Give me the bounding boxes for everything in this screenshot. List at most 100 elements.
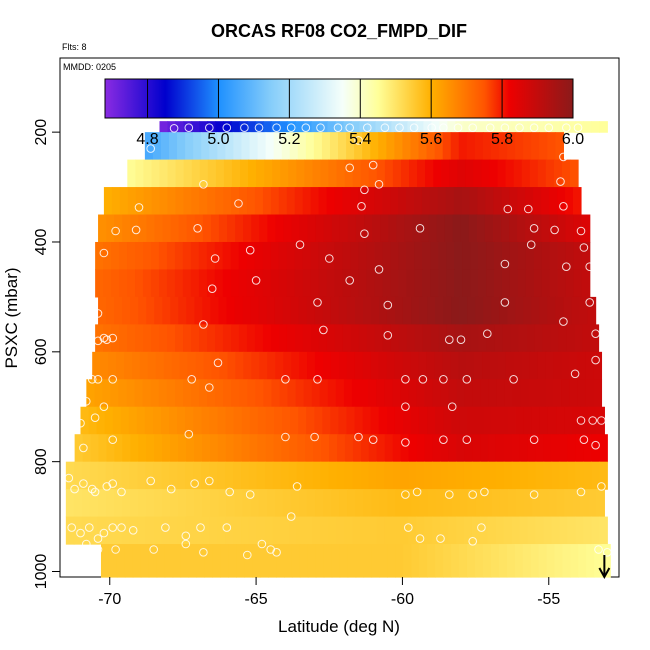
heatmap-cell [559,516,569,545]
heatmap-cell [175,187,185,216]
heatmap-cell [419,296,428,325]
heatmap-cell [390,187,399,216]
heatmap-cell [482,351,491,380]
heatmap-cell [392,379,401,408]
heatmap-cell [467,296,476,325]
heatmap-cell [270,241,280,271]
heatmap-cell [188,544,198,578]
observation-point [439,435,448,445]
heatmap-cell [529,159,539,188]
heatmap-cell [447,121,456,133]
heatmap-cell [539,132,548,161]
heatmap-cell [217,406,227,435]
observation-point [93,309,103,318]
heatmap-cell [549,269,559,298]
heatmap-cell [290,406,299,435]
heatmap-cell [299,214,309,243]
heatmap-cell [160,132,170,161]
heatmap-cell [382,187,391,216]
heatmap-cell [574,324,584,353]
heatmap-cell [291,351,300,380]
observation-point [544,123,554,132]
heatmap-cell [530,544,540,578]
heatmap-cell [376,159,386,188]
heatmap-cell [547,406,557,435]
colorbar-tick-label: 5.8 [491,131,513,148]
observation-point [468,537,478,546]
observation-point [345,123,355,132]
heatmap-cell [112,406,122,435]
heatmap-cell [118,379,128,408]
heatmap-cell [287,379,297,408]
colorbar: 4.8 5.0 5.2 5.4 5.6 5.8 6.0 [104,78,584,148]
heatmap-cell [326,269,336,298]
heatmap-cell [427,406,436,435]
heatmap-cell [230,269,240,298]
heatmap-cell [503,121,512,133]
heatmap-cell [537,379,546,408]
heatmap-cell [371,544,381,578]
heatmap-cell [535,121,544,133]
heatmap-cell [432,434,441,463]
heatmap-cell [527,461,537,490]
heatmap-cell [483,406,493,435]
heatmap-cell [408,379,417,408]
heatmap-cell [98,214,107,243]
heatmap-cell [495,121,504,133]
observation-point [102,335,112,345]
heatmap-cell [193,406,202,435]
heatmap-cell [384,434,394,463]
heatmap-cell [295,121,305,133]
heatmap-cell [297,434,306,463]
heatmap-cell [379,544,389,578]
heatmap-cell [367,121,377,133]
observation-point [559,317,568,326]
heatmap-cell [191,159,201,188]
heatmap-cell [159,159,169,188]
heatmap-cell [400,434,410,463]
heatmap-cell [527,434,537,463]
observation-point [199,320,208,329]
heatmap-cell [488,434,497,463]
heatmap-cell [218,489,228,518]
heatmap-cell [318,187,328,216]
heatmap-cell [362,296,372,325]
observation-point [79,443,88,453]
observation-point [462,375,472,384]
heatmap-cell [443,406,452,435]
heatmap-cell [314,296,324,325]
heatmap-cell [539,296,549,325]
heatmap-cell [158,269,168,298]
heatmap-cell [314,351,324,380]
heatmap-cell [238,324,248,353]
heatmap-cell [556,489,565,518]
heatmap-cell [503,516,513,545]
heatmap-cell [255,379,265,408]
heatmap-cell [537,351,547,380]
observation-point [570,369,580,379]
heatmap-cell [201,406,211,435]
heatmap-cell [296,516,306,545]
heatmap-cell [130,296,139,325]
heatmap-cell [347,489,356,518]
heatmap-cell [161,516,170,545]
x-axis-label: Latitude (deg N) [278,617,400,636]
heatmap-cell [159,324,168,353]
heatmap-cell [210,489,220,518]
heatmap-cell [509,241,519,271]
heatmap-cell [321,434,330,463]
observation-point [395,123,404,132]
heatmap-cell [279,379,289,408]
observation-point [161,523,170,532]
heatmap-cell [305,132,315,161]
heatmap-cell [535,516,545,545]
heatmap-cell [207,121,217,133]
heatmap-cell [209,406,219,435]
heatmap-cell [138,434,147,463]
heatmap-cell [567,516,577,545]
observation-point [76,418,85,428]
heatmap-cell [202,489,212,518]
heatmap-cell [355,489,364,518]
heatmap-cell [487,516,497,545]
heatmap-cell [306,296,316,325]
